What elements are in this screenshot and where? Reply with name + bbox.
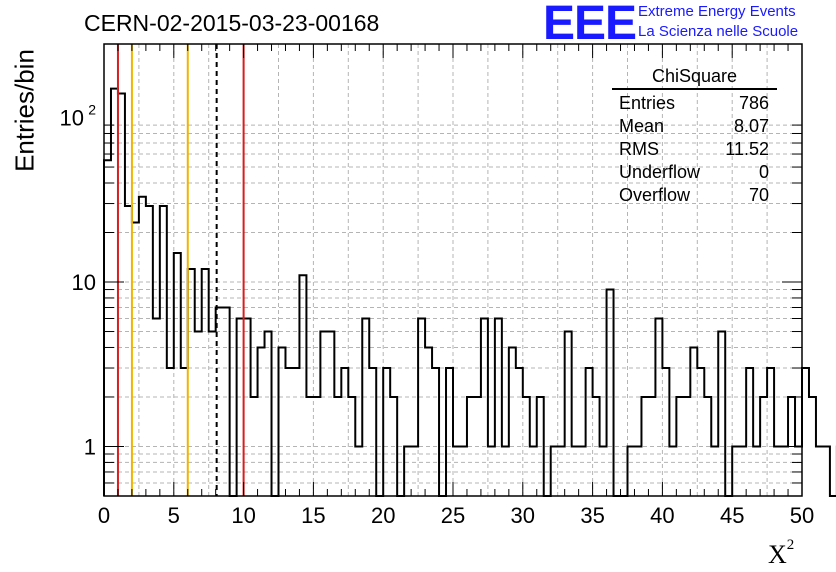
y-tick-label: 1 (84, 434, 96, 459)
x-tick-label: 0 (98, 503, 110, 528)
stats-value: 0 (758, 162, 769, 182)
stats-value: 786 (738, 93, 769, 113)
logo-caption: Extreme Energy Events La Scienza nelle S… (638, 2, 798, 42)
stats-row: RMS 11.52 (612, 138, 777, 161)
x-tick-label: 20 (371, 503, 395, 528)
stats-label: Overflow (619, 185, 691, 205)
stats-row: Overflow 70 (612, 184, 777, 207)
y-axis-label: Entries/bin (9, 49, 40, 172)
x-tick-label: 35 (580, 503, 604, 528)
x-tick-label: 45 (720, 503, 744, 528)
logo-caption-line2: La Scienza nelle Scuole (638, 23, 799, 40)
eee-logo: EEE (543, 0, 637, 50)
x-axis-label: X2 (768, 537, 795, 570)
x-tick-label: 5 (168, 503, 180, 528)
stats-value: 11.52 (725, 139, 769, 159)
y-tick-label: 10 (72, 270, 96, 295)
stats-title: ChiSquare (612, 66, 777, 90)
stats-row: Mean 8.07 (612, 115, 777, 138)
x-tick-label: 15 (301, 503, 325, 528)
y-tick-label-sup: 2 (88, 102, 96, 118)
x-tick-label: 10 (231, 503, 255, 528)
x-tick-label: 25 (441, 503, 465, 528)
x-tick-label: 30 (511, 503, 535, 528)
stats-value: 70 (748, 185, 769, 205)
histogram-series (103, 87, 836, 497)
stats-row: Underflow 0 (612, 161, 777, 184)
stats-label: RMS (619, 139, 659, 159)
stats-label: Entries (619, 93, 676, 113)
x-axis-label-base: X (768, 540, 787, 569)
stats-value: 8.07 (733, 116, 769, 136)
stats-row: Entries 786 (612, 92, 777, 115)
x-tick-label: 40 (650, 503, 674, 528)
y-tick-label: 10 (60, 106, 84, 131)
logo-caption-line1: Extreme Energy Events (638, 3, 796, 20)
stats-label: Mean (619, 116, 665, 136)
run-title: CERN-02-2015-03-23-00168 (84, 10, 380, 36)
x-axis-label-sup: 2 (786, 537, 795, 554)
x-tick-label: 50 (790, 503, 814, 528)
stats-box: ChiSquare Entries 786 Mean 8.07 RMS 11.52 Unde… (612, 66, 777, 207)
stats-label: Underflow (619, 162, 701, 182)
